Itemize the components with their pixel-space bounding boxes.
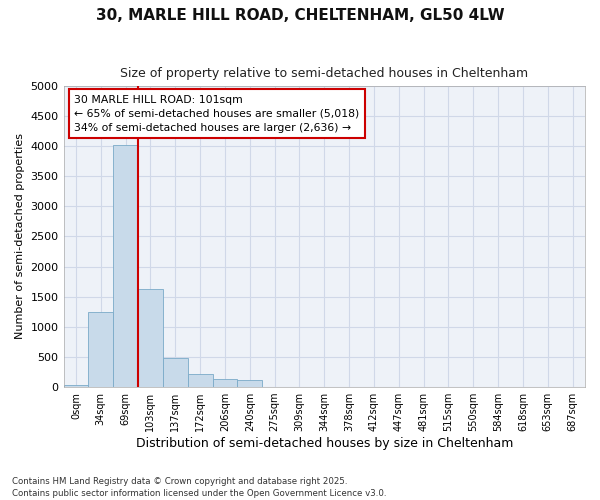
Bar (188, 374, 212, 387)
Bar (212, 380, 238, 387)
Bar (64, 386, 88, 387)
Text: Contains HM Land Registry data © Crown copyright and database right 2025.
Contai: Contains HM Land Registry data © Crown c… (12, 476, 386, 498)
Bar (113, 145, 138, 387)
Title: Size of property relative to semi-detached houses in Cheltenham: Size of property relative to semi-detach… (120, 68, 529, 80)
Bar (163, 358, 188, 387)
X-axis label: Distribution of semi-detached houses by size in Cheltenham: Distribution of semi-detached houses by … (136, 437, 513, 450)
Bar (138, 290, 163, 387)
Text: 30, MARLE HILL ROAD, CHELTENHAM, GL50 4LW: 30, MARLE HILL ROAD, CHELTENHAM, GL50 4L… (95, 8, 505, 22)
Bar (238, 380, 262, 387)
Bar (88, 312, 113, 387)
Text: 30 MARLE HILL ROAD: 101sqm
← 65% of semi-detached houses are smaller (5,018)
34%: 30 MARLE HILL ROAD: 101sqm ← 65% of semi… (74, 95, 359, 133)
Y-axis label: Number of semi-detached properties: Number of semi-detached properties (15, 134, 25, 340)
